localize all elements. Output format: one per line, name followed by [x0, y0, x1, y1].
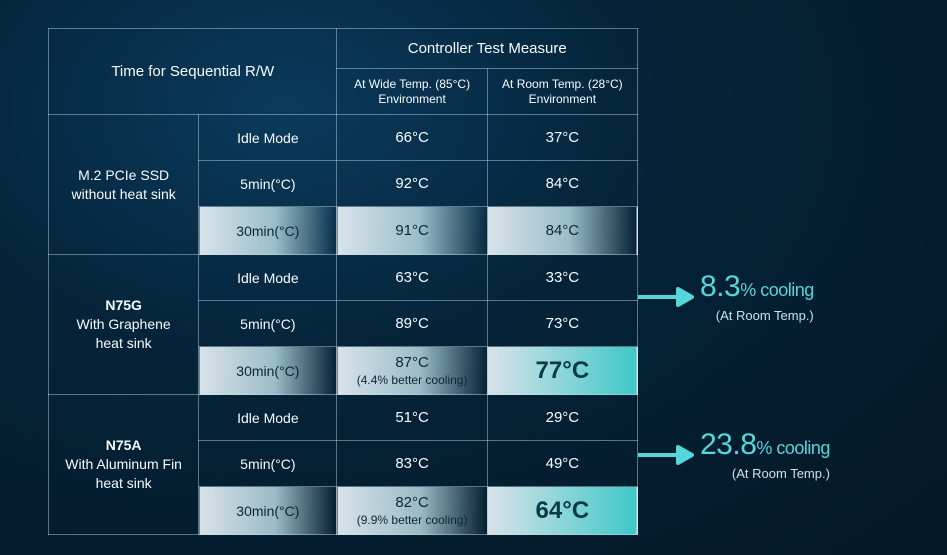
- header-rw: Time for Sequential R/W: [49, 29, 337, 115]
- cooling-callout: 8.3% cooling (At Room Temp.): [638, 270, 814, 323]
- group-label: N75AWith Aluminum Finheat sink: [49, 395, 199, 535]
- header-env-room: At Room Temp. (28°C) Environment: [487, 69, 637, 115]
- value-wide: 82°C(9.9% better cooling): [337, 487, 487, 535]
- value-room: 64°C: [487, 487, 637, 535]
- value-room: 84°C: [487, 207, 637, 255]
- value-wide: 66°C: [337, 115, 487, 161]
- cooling-callout: 23.8% cooling (At Room Temp.): [638, 428, 830, 481]
- mode-cell: Idle Mode: [199, 255, 337, 301]
- mode-cell: Idle Mode: [199, 395, 337, 441]
- value-room: 84°C: [487, 161, 637, 207]
- arrow-right-icon: [638, 443, 694, 467]
- callout-sub: (At Room Temp.): [700, 466, 830, 481]
- mode-cell: Idle Mode: [199, 115, 337, 161]
- table-row: N75AWith Aluminum Finheat sinkIdle Mode5…: [49, 395, 638, 441]
- callout-value: 23.8% cooling: [700, 428, 830, 462]
- mode-cell: 5min(°C): [199, 301, 337, 347]
- header-measure: Controller Test Measure: [337, 29, 638, 69]
- value-room: 77°C: [487, 347, 637, 395]
- value-room: 33°C: [487, 255, 637, 301]
- callout-sub: (At Room Temp.): [700, 308, 814, 323]
- mode-cell: 5min(°C): [199, 161, 337, 207]
- value-room: 49°C: [487, 441, 637, 487]
- mode-cell: 30min(°C): [199, 487, 337, 535]
- mode-cell: 30min(°C): [199, 347, 337, 395]
- value-wide: 51°C: [337, 395, 487, 441]
- value-wide: 87°C(4.4% better cooling): [337, 347, 487, 395]
- group-label: N75GWith Grapheneheat sink: [49, 255, 199, 395]
- callout-value: 8.3% cooling: [700, 270, 814, 304]
- group-label: M.2 PCIe SSDwithout heat sink: [49, 115, 199, 255]
- value-wide: 63°C: [337, 255, 487, 301]
- value-wide: 83°C: [337, 441, 487, 487]
- arrow-right-icon: [638, 285, 694, 309]
- value-wide: 89°C: [337, 301, 487, 347]
- table-row: N75GWith Grapheneheat sinkIdle Mode63°C3…: [49, 255, 638, 301]
- cooling-comparison-table: Time for Sequential R/W Controller Test …: [48, 28, 638, 535]
- value-room: 37°C: [487, 115, 637, 161]
- value-room: 73°C: [487, 301, 637, 347]
- mode-cell: 30min(°C): [199, 207, 337, 255]
- table-row: M.2 PCIe SSDwithout heat sinkIdle Mode66…: [49, 115, 638, 161]
- value-room: 29°C: [487, 395, 637, 441]
- value-wide: 92°C: [337, 161, 487, 207]
- value-wide: 91°C: [337, 207, 487, 255]
- header-env-wide: At Wide Temp. (85°C) Environment: [337, 69, 487, 115]
- mode-cell: 5min(°C): [199, 441, 337, 487]
